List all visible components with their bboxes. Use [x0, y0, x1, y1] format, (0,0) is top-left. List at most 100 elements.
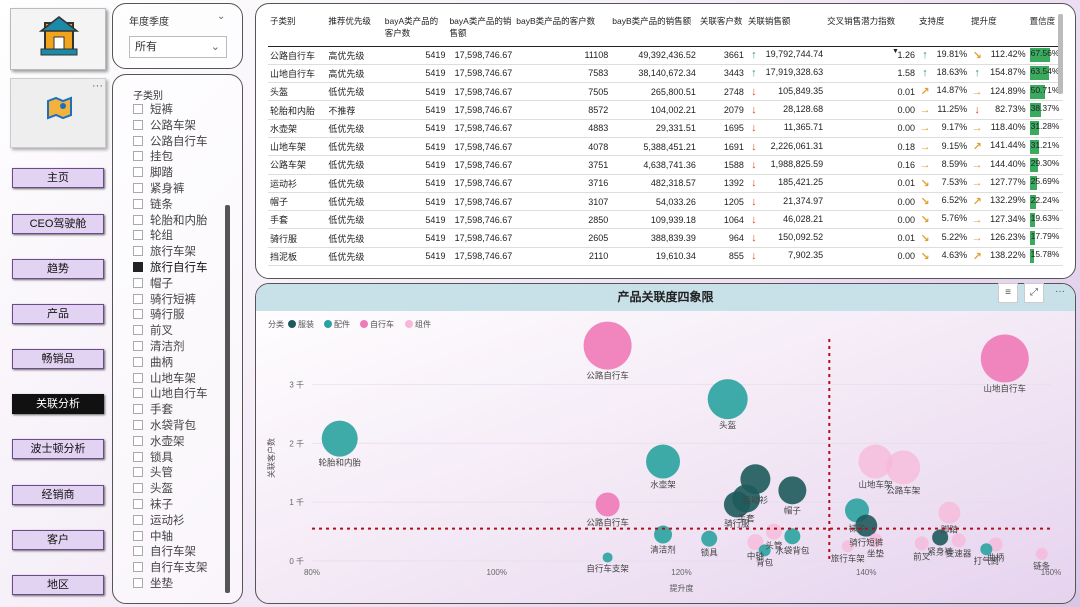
year-quarter-select[interactable]: 所有 ⌄ — [129, 36, 227, 58]
slicer-item[interactable]: 骑行服 — [133, 306, 185, 322]
checkbox[interactable] — [133, 262, 143, 272]
slicer-item[interactable]: 挂包 — [133, 148, 173, 164]
map-logo[interactable] — [10, 78, 106, 148]
checkbox[interactable] — [133, 388, 143, 399]
slicer-item[interactable]: 轮胎和内胎 — [133, 212, 208, 228]
checkbox[interactable] — [133, 246, 143, 257]
slicer-item[interactable]: 紧身裤 — [133, 180, 185, 196]
table-row[interactable]: 山地自行车 高优先级 5419 17,598,746.67 7583 38,140,672… — [268, 64, 1063, 84]
table-row[interactable]: 手套 低优先级 5419 17,598,746.67 2850 109,939.18 106… — [268, 210, 1063, 230]
column-header[interactable]: bayB类产品的客户数 — [514, 12, 611, 47]
slicer-scrollbar[interactable] — [225, 205, 230, 593]
table-row[interactable]: 轮胎和内胎 不推荐 5419 17,598,746.67 8572 104,002.21 2… — [268, 100, 1063, 120]
slicer-item[interactable]: 手套 — [133, 401, 173, 417]
checkbox[interactable] — [133, 451, 143, 462]
table-row[interactable]: 山地车架 低优先级 5419 17,598,746.67 4078 5,388,451.2… — [268, 137, 1063, 157]
checkbox[interactable] — [133, 530, 143, 541]
checkbox[interactable] — [133, 420, 143, 430]
checkbox[interactable] — [133, 167, 143, 178]
column-header[interactable]: bayA类产品的销售额 — [447, 12, 515, 47]
home-logo[interactable] — [10, 8, 106, 70]
slicer-item[interactable]: 前叉 — [133, 322, 173, 338]
checkbox[interactable] — [133, 341, 143, 351]
checkbox[interactable] — [133, 514, 143, 525]
checkbox[interactable] — [133, 467, 143, 478]
column-header[interactable]: 交叉销售潜力指数 — [825, 12, 917, 47]
slicer-item[interactable]: 自行车架 — [133, 543, 196, 559]
column-header[interactable]: 置信度 — [1027, 12, 1063, 47]
table-row[interactable]: 头盔 低优先级 5419 17,598,746.67 7505 265,800.51 274… — [268, 82, 1063, 102]
nav-button-4[interactable]: 畅销品 — [12, 349, 104, 369]
checkbox[interactable] — [133, 135, 143, 146]
slicer-item[interactable]: 公路自行车 — [133, 133, 208, 149]
nav-button-8[interactable]: 客户 — [12, 530, 104, 550]
checkbox[interactable] — [133, 230, 143, 241]
checkbox[interactable] — [133, 562, 143, 573]
checkbox[interactable] — [133, 183, 143, 193]
filter-icon[interactable]: ≡ — [998, 283, 1018, 303]
slicer-item[interactable]: 运动衫 — [133, 512, 185, 528]
table-row[interactable]: 挡泥板 低优先级 5419 17,598,746.67 2110 19,610.34 855… — [268, 247, 1063, 267]
slicer-item[interactable]: 中轴 — [133, 528, 173, 544]
table-row[interactable]: 骑行服 低优先级 5419 17,598,746.67 2605 388,839.39 96… — [268, 228, 1063, 248]
slicer-item[interactable]: 脚踏 — [133, 164, 173, 180]
slicer-item[interactable]: 短裤 — [133, 101, 173, 117]
column-header[interactable]: 关联销售额 — [745, 12, 826, 47]
slicer-item[interactable]: 公路车架 — [133, 117, 196, 133]
nav-button-5[interactable]: 关联分析 — [12, 394, 104, 414]
checkbox[interactable] — [133, 214, 143, 225]
slicer-item[interactable]: 坐垫 — [133, 575, 173, 591]
column-header[interactable]: bayA类产品的客户数 — [382, 12, 448, 47]
slicer-item[interactable]: 山地自行车 — [133, 385, 208, 401]
checkbox[interactable] — [133, 483, 143, 494]
checkbox[interactable] — [133, 356, 143, 367]
slicer-item[interactable]: 山地车架 — [133, 370, 196, 386]
checkbox[interactable] — [133, 546, 143, 557]
nav-button-7[interactable]: 经销商 — [12, 485, 104, 505]
more-options-icon[interactable]: ··· — [1055, 286, 1065, 297]
checkbox[interactable] — [133, 277, 143, 288]
checkbox[interactable] — [133, 499, 143, 509]
nav-button-0[interactable]: 主页 — [12, 168, 104, 188]
slicer-item[interactable]: 曲柄 — [133, 354, 173, 370]
nav-button-1[interactable]: CEO驾驶舱 — [12, 214, 104, 234]
column-header[interactable]: 推荐优先级 — [326, 12, 383, 47]
table-row[interactable]: 水壶架 低优先级 5419 17,598,746.67 4883 29,331.51 169… — [268, 119, 1063, 138]
slicer-item[interactable]: 自行车支架 — [133, 559, 208, 575]
checkbox[interactable] — [133, 119, 143, 130]
column-header[interactable]: 支持度 — [917, 12, 970, 47]
slicer-item[interactable]: 旅行车架 — [133, 243, 196, 259]
slicer-item[interactable]: 水袋背包 — [133, 417, 196, 433]
slicer-item[interactable]: 旅行自行车 — [133, 259, 208, 275]
slicer-item[interactable]: 帽子 — [133, 275, 173, 291]
checkbox[interactable] — [133, 293, 143, 304]
checkbox[interactable] — [133, 435, 143, 446]
checkbox[interactable] — [133, 104, 143, 114]
sort-desc-icon[interactable]: ▼ — [892, 48, 899, 55]
slicer-item[interactable]: 骑行短裤 — [133, 291, 196, 307]
table-row[interactable]: 公路车架 低优先级 5419 17,598,746.67 3751 4,638,741.3… — [268, 155, 1063, 175]
checkbox[interactable] — [133, 325, 143, 336]
slicer-item[interactable]: 轮组 — [133, 227, 173, 243]
table-row[interactable]: 运动衫 低优先级 5419 17,598,746.67 3716 482,318.57 13… — [268, 174, 1063, 193]
column-header[interactable]: 提升度 — [969, 12, 1028, 47]
table-row[interactable]: 帽子 低优先级 5419 17,598,746.67 3107 54,033.26 1205… — [268, 192, 1063, 212]
slicer-item[interactable]: 头盔 — [133, 480, 173, 496]
nav-button-6[interactable]: 波士顿分析 — [12, 439, 104, 459]
slicer-item[interactable]: 清洁剂 — [133, 338, 185, 354]
slicer-item[interactable]: 锁具 — [133, 449, 173, 465]
table-row[interactable]: 公路自行车 高优先级 5419 17,598,746.67 11108 49,392,43… — [268, 46, 1063, 65]
checkbox[interactable] — [133, 578, 143, 588]
column-header[interactable]: bayB类产品的销售额 — [610, 12, 698, 47]
table-scrollbar[interactable] — [1058, 14, 1063, 94]
column-header[interactable]: 子类别 — [268, 12, 327, 47]
more-options-icon[interactable]: ··· — [92, 80, 103, 92]
nav-button-3[interactable]: 产品 — [12, 304, 104, 324]
slicer-item[interactable]: 水壶架 — [133, 433, 185, 449]
checkbox[interactable] — [133, 198, 143, 209]
nav-button-2[interactable]: 趋势 — [12, 259, 104, 279]
nav-button-9[interactable]: 地区 — [12, 575, 104, 595]
column-header[interactable]: 关联客户数 — [697, 12, 746, 47]
slicer-item[interactable]: 链条 — [133, 196, 173, 212]
slicer-item[interactable]: 头管 — [133, 464, 173, 480]
